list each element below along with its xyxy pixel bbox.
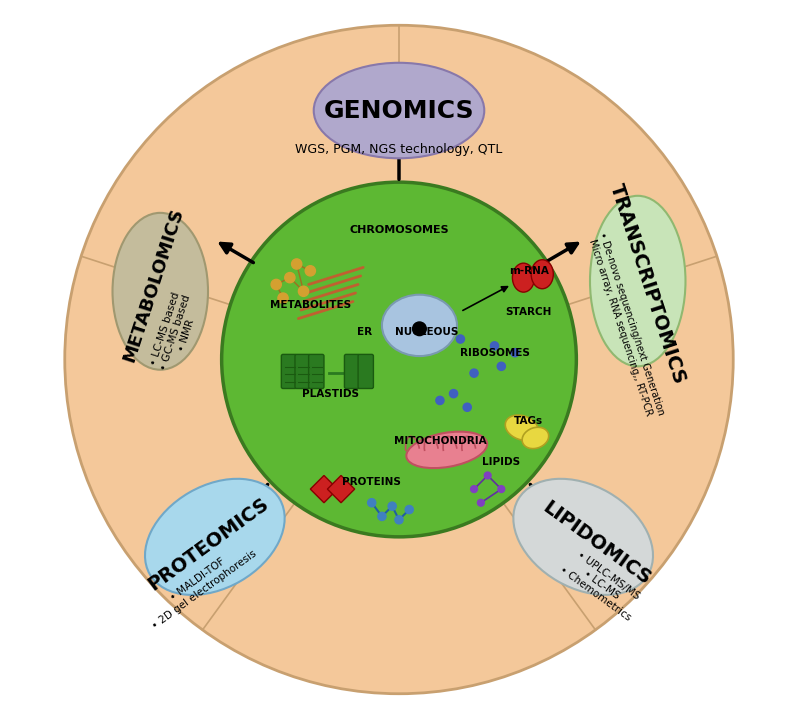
Circle shape [305,266,315,276]
Circle shape [477,499,484,506]
Ellipse shape [513,479,653,595]
Circle shape [291,259,302,269]
Text: ER: ER [358,327,373,337]
Text: LIPIDS: LIPIDS [482,457,520,467]
Ellipse shape [382,295,457,356]
Circle shape [278,293,288,303]
Ellipse shape [113,213,208,370]
Circle shape [498,486,504,493]
FancyBboxPatch shape [295,354,310,388]
Ellipse shape [512,263,535,292]
Polygon shape [327,475,354,503]
Text: • De-novo sequencing/next Generation
Micro array, RNA sequencing,, RT-PCR: • De-novo sequencing/next Generation Mic… [586,231,666,420]
Ellipse shape [145,479,285,595]
Circle shape [271,280,282,290]
Text: NUCLEOUS: NUCLEOUS [394,327,458,337]
FancyBboxPatch shape [282,354,297,388]
Text: METABOLOMICS: METABOLOMICS [120,205,187,364]
Text: PROTEOMICS: PROTEOMICS [144,493,272,594]
Circle shape [491,342,499,350]
Circle shape [456,335,464,343]
Circle shape [484,472,491,479]
FancyBboxPatch shape [309,354,324,388]
Ellipse shape [522,427,549,449]
Circle shape [436,396,444,405]
Circle shape [405,505,413,513]
Text: METABOLITES: METABOLITES [270,300,351,310]
Text: GENOMICS: GENOMICS [324,99,474,122]
Circle shape [449,390,458,398]
FancyBboxPatch shape [345,354,360,388]
Circle shape [285,273,295,283]
Circle shape [497,362,505,370]
Text: TAGs: TAGs [514,416,543,426]
Polygon shape [310,475,338,503]
Circle shape [395,516,403,524]
Text: PROTEINS: PROTEINS [342,477,401,487]
Text: LIPIDOMICS: LIPIDOMICS [539,498,654,589]
Ellipse shape [505,415,539,440]
Text: • LC-MS based
• GC-MS based
• NMR: • LC-MS based • GC-MS based • NMR [148,290,203,375]
Text: MITOCHONDRIA: MITOCHONDRIA [393,436,486,446]
Circle shape [298,286,309,296]
Ellipse shape [314,63,484,158]
Circle shape [471,486,477,493]
Text: m-RNA: m-RNA [508,266,548,276]
Ellipse shape [590,196,685,366]
Text: RIBOSOMES: RIBOSOMES [460,348,529,357]
Text: • UPLC-MS/MS
• LC-MS
• Chemometrics: • UPLC-MS/MS • LC-MS • Chemometrics [558,546,646,623]
Text: TRANSCRIPTOMICS: TRANSCRIPTOMICS [606,182,689,387]
FancyBboxPatch shape [358,354,373,388]
Circle shape [470,369,478,377]
Circle shape [65,25,733,694]
Text: • MALDI-TOF
• 2D gel electrophoresis: • MALDI-TOF • 2D gel electrophoresis [144,539,259,631]
Circle shape [378,513,386,521]
Text: CHROMOSOMES: CHROMOSOMES [350,225,448,235]
Circle shape [413,322,426,336]
Text: WGS, PGM, NGS technology, QTL: WGS, PGM, NGS technology, QTL [295,143,503,156]
Text: STARCH: STARCH [505,307,551,317]
Circle shape [463,403,472,411]
Text: PLASTIDS: PLASTIDS [302,388,359,398]
Ellipse shape [406,431,487,468]
Circle shape [368,499,376,507]
Circle shape [388,502,397,510]
Ellipse shape [531,260,553,289]
Circle shape [222,182,576,537]
Circle shape [511,349,519,357]
